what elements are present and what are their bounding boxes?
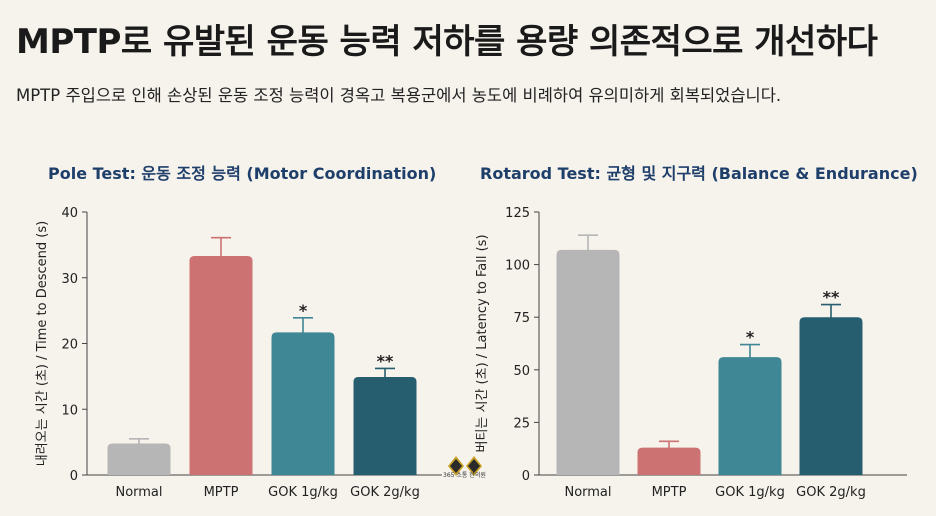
y-tick-label: 100 [505,259,530,274]
y-tick-label: 25 [513,416,530,431]
y-tick-label: 30 [61,272,78,287]
bar [353,377,417,475]
y-axis-label: 내려오는 시간 (초) / Time to Descend (s) [35,221,50,466]
rotarod-test-chart-title: Rotarod Test: 균형 및 지구력 (Balance & Endura… [480,164,918,183]
x-tick-label: Normal [564,485,611,500]
bar [637,447,701,475]
significance-label: ** [377,351,394,370]
y-tick-label: 20 [61,338,78,353]
page-subtitle: MPTP 주입으로 인해 손상된 운동 조정 능력이 경옥고 복용군에서 농도에… [16,86,782,105]
rotarod-test-chart: 버티는 시간 (초) / Latency to Fall (s) 0 25 50 75 1… [475,206,907,500]
x-tick-label: GOK 2g/kg [796,485,866,500]
pole-test-chart-title: Pole Test: 운동 조정 능력 (Motor Coordination) [48,164,437,183]
bar [556,249,620,475]
bar [718,357,782,475]
bar [189,256,253,475]
page-title: MPTP로 유발된 운동 능력 저하를 용량 의존적으로 개선하다 [16,22,878,62]
y-tick-label: 50 [513,364,530,379]
x-tick-label: Normal [115,485,162,500]
x-tick-label: GOK 1g/kg [715,485,785,500]
x-tick-label: GOK 1g/kg [268,485,338,500]
pole-test-chart: 내려오는 시간 (초) / Time to Descend (s) 0 10 20 30… [35,206,442,500]
y-tick-label: 0 [70,469,78,484]
clinic-logo-icon [448,456,482,476]
y-tick-label: 75 [513,311,530,326]
significance-label: * [746,328,755,347]
significance-label: ** [823,288,840,307]
y-tick-label: 0 [522,469,530,484]
x-tick-label: MPTP [652,485,687,500]
bar [271,332,335,475]
y-tick-label: 125 [505,206,530,221]
y-tick-label: 40 [61,206,78,221]
bar [799,317,863,475]
bar [107,443,171,475]
y-axis-label: 버티는 시간 (초) / Latency to Fall (s) [475,234,490,452]
clinic-logo-text: 365 소통 한의원 [443,472,486,479]
y-tick-label: 10 [61,403,78,418]
x-tick-label: GOK 2g/kg [350,485,420,500]
x-tick-label: MPTP [204,485,239,500]
significance-label: * [299,301,308,320]
